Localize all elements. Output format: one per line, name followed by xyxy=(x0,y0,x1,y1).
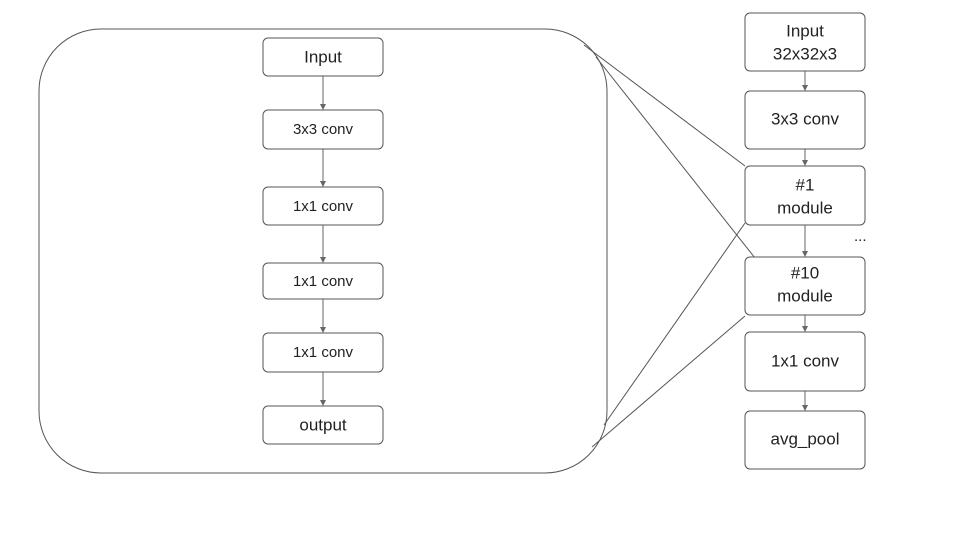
network-node-avg-pool-label: avg_pool xyxy=(770,429,839,448)
module-node-input: Input xyxy=(262,37,384,77)
network-node-avg-pool: avg_pool xyxy=(744,410,866,470)
connector-top-to-module-10 xyxy=(595,56,756,259)
module-node-3x3-conv: 3x3 conv xyxy=(262,109,384,150)
network-node-module-10-line-2: module xyxy=(777,286,833,305)
module-node-1x1-conv-b-label: 1x1 conv xyxy=(293,273,354,290)
module-node-input-label: Input xyxy=(304,47,342,66)
network-node-3x3-conv: 3x3 conv xyxy=(744,90,866,150)
module-node-1x1-conv-b: 1x1 conv xyxy=(262,262,384,300)
network-node-module-10: #10 module xyxy=(744,256,866,316)
module-node-1x1-conv-a: 1x1 conv xyxy=(262,186,384,226)
network-node-module-10-line-1: #10 xyxy=(791,263,819,282)
module-node-1x1-conv-c: 1x1 conv xyxy=(262,332,384,373)
network-node-1x1-conv: 1x1 conv xyxy=(744,331,866,392)
expansion-connectors xyxy=(583,44,756,448)
module-node-1x1-conv-c-label: 1x1 conv xyxy=(293,344,354,361)
module-node-output: output xyxy=(262,405,384,445)
network-node-module-1-line-1: #1 xyxy=(796,175,815,194)
connector-bottom-to-module-1 xyxy=(603,222,746,426)
network-node-3x3-conv-label: 3x3 conv xyxy=(771,109,840,128)
network-node-input: Input 32x32x3 xyxy=(744,12,866,72)
connector-top-to-module-1 xyxy=(583,44,746,167)
module-node-1x1-conv-a-label: 1x1 conv xyxy=(293,198,354,215)
network-node-input-line-1: Input xyxy=(786,21,824,40)
network-ellipsis: ... xyxy=(854,228,867,245)
network-node-input-line-2: 32x32x3 xyxy=(773,44,837,63)
network-flow: Input 32x32x3 3x3 conv #1 module #10 mod… xyxy=(744,12,867,470)
module-node-output-label: output xyxy=(299,415,347,434)
module-detail-flow: Input 3x3 conv 1x1 conv 1x1 conv 1x1 con… xyxy=(262,37,384,445)
connector-bottom-to-module-10 xyxy=(591,315,746,448)
network-node-module-1-line-2: module xyxy=(777,198,833,217)
network-node-module-1: #1 module xyxy=(744,165,866,226)
module-node-3x3-conv-label: 3x3 conv xyxy=(293,121,354,138)
network-node-1x1-conv-label: 1x1 conv xyxy=(771,351,840,370)
